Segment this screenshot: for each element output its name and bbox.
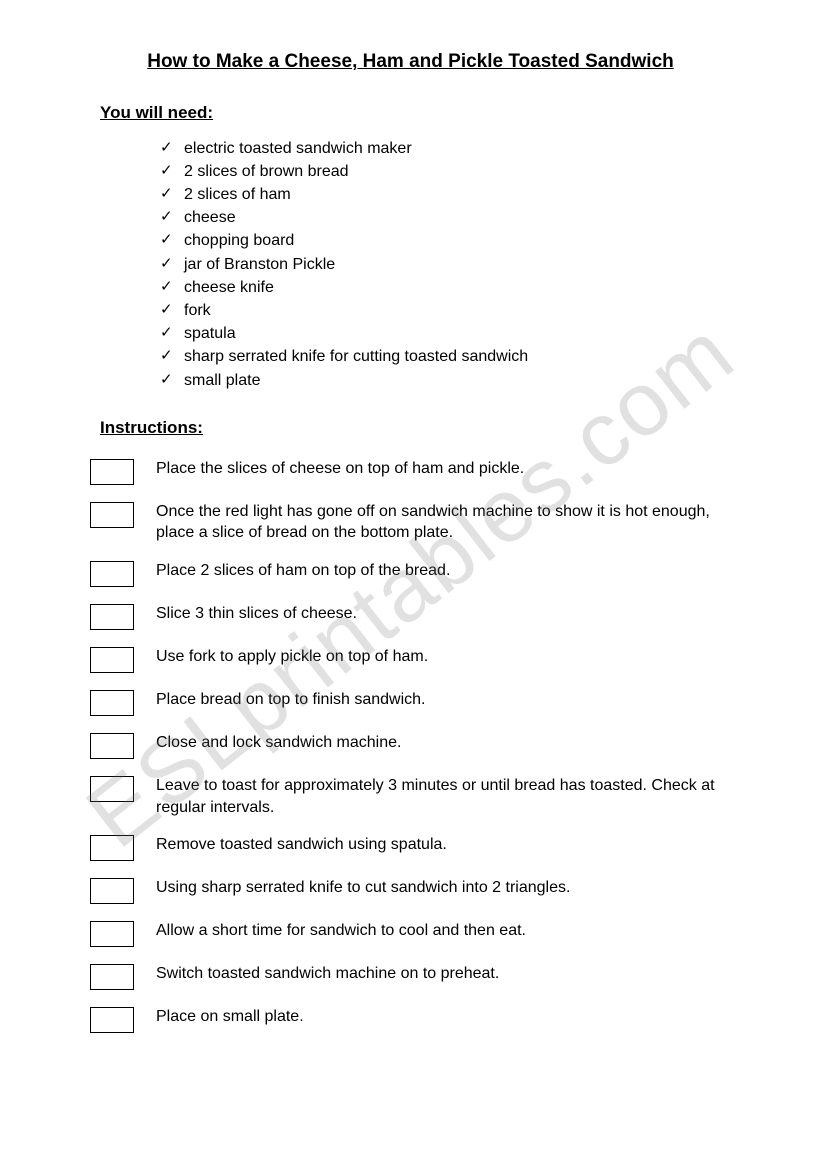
need-item: cheese [160,206,731,229]
answer-box[interactable] [90,964,134,990]
instruction-row: Switch toasted sandwich machine on to pr… [90,963,731,990]
need-item: chopping board [160,229,731,252]
instruction-row: Close and lock sandwich machine. [90,732,731,759]
answer-box[interactable] [90,776,134,802]
need-item: jar of Branston Pickle [160,253,731,276]
worksheet-page: How to Make a Cheese, Ham and Pickle Toa… [0,0,821,1089]
instructions-list: Place the slices of cheese on top of ham… [90,458,731,1033]
instruction-text: Close and lock sandwich machine. [156,732,731,754]
answer-box[interactable] [90,835,134,861]
instruction-row: Using sharp serrated knife to cut sandwi… [90,877,731,904]
need-item: fork [160,299,731,322]
instruction-row: Leave to toast for approximately 3 minut… [90,775,731,818]
instruction-row: Use fork to apply pickle on top of ham. [90,646,731,673]
instruction-text: Place 2 slices of ham on top of the brea… [156,560,731,582]
answer-box[interactable] [90,561,134,587]
instruction-text: Place on small plate. [156,1006,731,1028]
need-item: 2 slices of brown bread [160,160,731,183]
answer-box[interactable] [90,459,134,485]
answer-box[interactable] [90,733,134,759]
need-heading: You will need: [100,103,731,123]
answer-box[interactable] [90,690,134,716]
instruction-row: Slice 3 thin slices of cheese. [90,603,731,630]
instruction-row: Allow a short time for sandwich to cool … [90,920,731,947]
instruction-text: Use fork to apply pickle on top of ham. [156,646,731,668]
answer-box[interactable] [90,878,134,904]
need-item: sharp serrated knife for cutting toasted… [160,345,731,368]
need-item: 2 slices of ham [160,183,731,206]
answer-box[interactable] [90,647,134,673]
instruction-text: Using sharp serrated knife to cut sandwi… [156,877,731,899]
instruction-text: Remove toasted sandwich using spatula. [156,834,731,856]
instruction-row: Remove toasted sandwich using spatula. [90,834,731,861]
instructions-heading: Instructions: [100,418,731,438]
answer-box[interactable] [90,604,134,630]
instruction-row: Place bread on top to finish sandwich. [90,689,731,716]
need-list: electric toasted sandwich maker 2 slices… [160,137,731,392]
instruction-text: Switch toasted sandwich machine on to pr… [156,963,731,985]
instruction-text: Place bread on top to finish sandwich. [156,689,731,711]
page-title: How to Make a Cheese, Ham and Pickle Toa… [90,50,731,75]
answer-box[interactable] [90,921,134,947]
instruction-text: Slice 3 thin slices of cheese. [156,603,731,625]
instruction-row: Place on small plate. [90,1006,731,1033]
instruction-row: Place 2 slices of ham on top of the brea… [90,560,731,587]
answer-box[interactable] [90,1007,134,1033]
answer-box[interactable] [90,502,134,528]
instruction-text: Once the red light has gone off on sandw… [156,501,731,544]
instruction-row: Once the red light has gone off on sandw… [90,501,731,544]
need-item: cheese knife [160,276,731,299]
instruction-text: Leave to toast for approximately 3 minut… [156,775,731,818]
need-item: electric toasted sandwich maker [160,137,731,160]
instruction-text: Allow a short time for sandwich to cool … [156,920,731,942]
instruction-row: Place the slices of cheese on top of ham… [90,458,731,485]
need-item: small plate [160,369,731,392]
need-item: spatula [160,322,731,345]
instruction-text: Place the slices of cheese on top of ham… [156,458,731,480]
